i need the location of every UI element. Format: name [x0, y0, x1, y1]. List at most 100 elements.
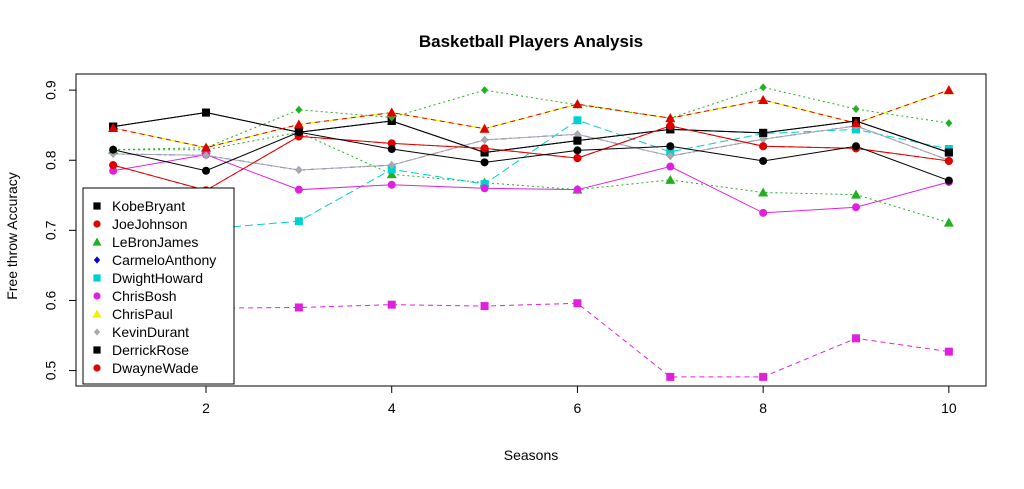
data-point: [572, 99, 583, 109]
data-point: [945, 119, 953, 128]
data-point: [759, 135, 767, 144]
data-point: [573, 299, 582, 308]
data-point: [852, 334, 860, 343]
data-point: [479, 123, 490, 133]
x-tick-label: 8: [759, 400, 767, 416]
data-point: [293, 119, 304, 129]
data-point: [758, 94, 769, 104]
legend-marker: [93, 256, 101, 264]
data-point: [665, 113, 676, 123]
data-point: [852, 142, 860, 151]
data-point: [480, 184, 489, 193]
series-line: [113, 131, 950, 224]
legend-label: DwayneWade: [112, 360, 199, 376]
data-point: [294, 185, 303, 194]
legend-label: DerrickRose: [112, 342, 189, 358]
data-point: [573, 130, 581, 139]
y-tick-label: 0.5: [43, 361, 59, 381]
y-tick-label: 0.9: [43, 80, 59, 100]
legend-label: KobeBryant: [112, 198, 185, 214]
x-tick-label: 10: [941, 400, 957, 416]
legend-marker: [93, 364, 101, 372]
data-point: [202, 151, 210, 160]
series-line: [113, 112, 950, 154]
data-point: [758, 187, 769, 197]
data-point: [295, 166, 303, 175]
data-point: [387, 139, 396, 148]
axes: 2 4 6 8 10 0.5 0.6 0.7 0.8 0.9: [43, 80, 957, 416]
data-point: [109, 166, 118, 175]
series-line: [113, 119, 949, 230]
data-point: [944, 347, 953, 356]
data-point: [387, 300, 396, 309]
data-point: [852, 203, 860, 212]
data-point: [480, 144, 489, 153]
data-point: [943, 217, 954, 227]
data-point: [295, 105, 303, 114]
legend-label: DwightHoward: [112, 270, 203, 286]
legend-marker: [93, 274, 101, 282]
data-point: [201, 142, 211, 152]
legend-marker: [93, 328, 101, 336]
data-point: [666, 372, 675, 381]
series-line: [113, 89, 950, 149]
series-line: [113, 131, 950, 182]
chart-title: Basketball Players Analysis: [419, 32, 643, 51]
data-point: [666, 162, 675, 171]
data-point: [944, 156, 953, 165]
legend-marker: [92, 237, 102, 246]
legend-box: [82, 187, 235, 385]
legend: KobeBryant JoeJohnson LeBronJames CarmeloAn…: [82, 187, 235, 385]
data-point: [388, 161, 396, 170]
data-point: [851, 118, 861, 128]
legend-label: ChrisBosh: [112, 288, 177, 304]
data-point: [759, 208, 768, 217]
data-point: [202, 166, 210, 175]
series-line: [113, 125, 950, 171]
legend-marker: [92, 309, 102, 318]
data-point: [851, 189, 861, 199]
data-point: [759, 83, 767, 92]
data-point: [666, 147, 675, 156]
series-line: [113, 86, 949, 151]
x-tick-label: 4: [388, 400, 396, 416]
series-line: [113, 302, 949, 378]
data-point: [480, 158, 489, 167]
data-point: [759, 372, 768, 381]
legend-marker: [93, 346, 101, 354]
series-lines: [113, 86, 950, 378]
data-point: [109, 145, 118, 154]
data-point: [294, 217, 303, 226]
data-point: [666, 121, 675, 130]
x-axis-label: Seasons: [504, 447, 558, 463]
data-point: [573, 116, 582, 125]
data-point: [666, 152, 674, 161]
legend-label: KevinDurant: [112, 324, 189, 340]
legend-marker: [93, 220, 101, 228]
data-point: [573, 136, 582, 145]
data-point: [386, 169, 397, 179]
data-point: [294, 303, 303, 312]
data-point: [387, 145, 396, 154]
data-point: [573, 146, 582, 155]
data-point: [386, 107, 397, 117]
data-point: [573, 154, 582, 163]
data-point: [109, 161, 118, 170]
legend-label: ChrisPaul: [112, 306, 173, 322]
series-line: [113, 154, 949, 214]
legend-label: JoeJohnson: [112, 216, 188, 232]
data-point: [387, 180, 396, 189]
legend-marker: [93, 202, 101, 210]
data-point: [759, 128, 768, 137]
data-point: [759, 156, 768, 165]
data-point: [480, 148, 489, 157]
y-tick-label: 0.7: [43, 220, 59, 240]
data-point: [944, 176, 953, 185]
data-point: [852, 105, 860, 114]
data-point: [480, 180, 489, 189]
data-point: [480, 302, 489, 311]
data-point: [943, 85, 954, 95]
data-point: [294, 128, 303, 137]
